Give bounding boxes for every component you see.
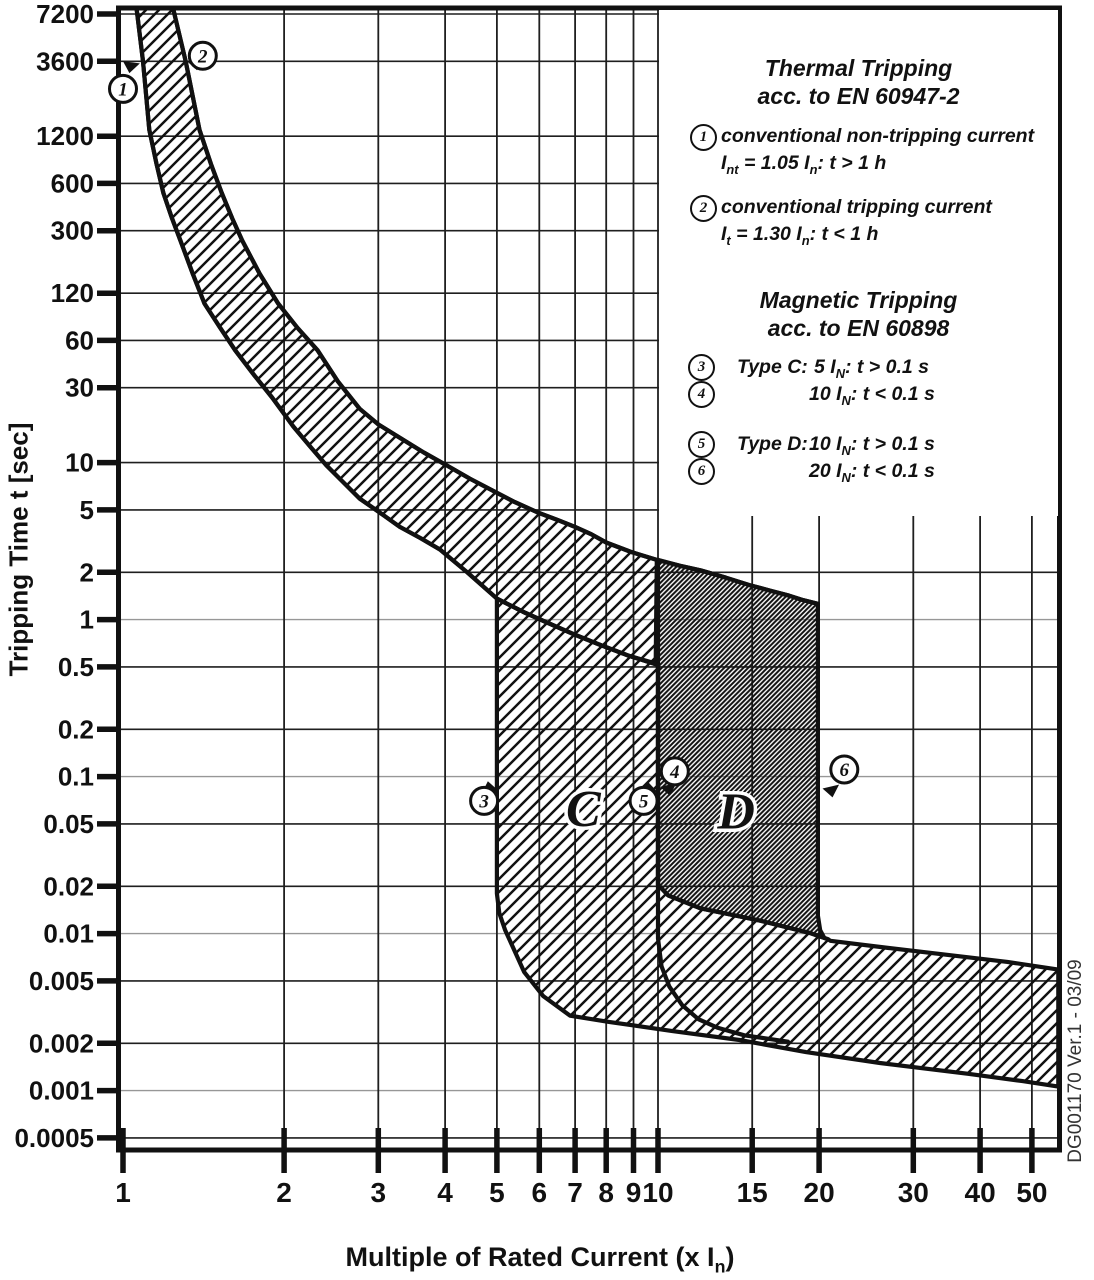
legend-thermal-title: Thermal Tripping <box>764 55 953 81</box>
legend-item-1-text: conventional non-tripping current <box>721 125 1035 147</box>
legend-marker-5-icon: 5 <box>688 431 715 458</box>
x-axis-title: Multiple of Rated Current (x In) <box>345 1242 735 1277</box>
legend-marker-6-icon: 6 <box>688 458 715 485</box>
x-tick-label: 10 <box>642 1177 673 1208</box>
legend-marker-2-icon: 2 <box>690 195 717 222</box>
marker-4-number: 4 <box>669 762 680 783</box>
y-tick-label: 5 <box>80 495 94 525</box>
legend-type-d-gt-formula: 10 IN: t > 0.1 s <box>809 433 935 458</box>
region-label-C: C <box>566 781 602 838</box>
y-tick-label: 0.2 <box>58 714 94 744</box>
legend-type-c-gt-formula: 5 IN: t > 0.1 s <box>814 356 929 381</box>
y-tick-label: 0.1 <box>58 762 94 792</box>
x-tick-label: 3 <box>371 1177 387 1208</box>
y-tick-label: 0.01 <box>43 919 94 949</box>
legend-marker-3-icon: 3 <box>688 354 715 381</box>
y-tick-label: 3600 <box>36 46 94 76</box>
marker-2: 2 <box>187 40 218 71</box>
y-tick-label: 1 <box>80 605 94 635</box>
marker-1: 1 <box>108 61 140 104</box>
y-tick-label: 1200 <box>36 121 94 151</box>
thermal_lower_boundary <box>134 5 658 667</box>
y-tick-label: 300 <box>51 216 94 246</box>
legend-magnetic-subtitle: acc. to EN 60898 <box>767 315 950 341</box>
marker-4: 4 <box>659 756 690 796</box>
legend-marker-4-icon: 4 <box>688 381 715 408</box>
type_c_inner_corner <box>655 662 791 1044</box>
marker-1-circle-icon <box>108 73 138 104</box>
y-axis-title: Tripping Time t [sec] <box>3 422 34 677</box>
y-tick-label: 0.05 <box>43 809 94 839</box>
legend-item-2-text: conventional tripping current <box>721 196 992 218</box>
y-tick-label: 30 <box>65 373 94 403</box>
y-tick-label: 0.5 <box>58 652 94 682</box>
x-tick-label: 50 <box>1016 1177 1047 1208</box>
marker-5-circle-icon <box>628 785 659 816</box>
x-tick-label: 20 <box>804 1177 835 1208</box>
region-label-D: D <box>716 783 755 840</box>
x-tick-label: 15 <box>737 1177 768 1208</box>
marker-6-arrow-icon <box>822 784 840 798</box>
plot-frame <box>116 5 1062 1153</box>
y-tick-label: 600 <box>51 168 94 198</box>
legend: Thermal Tripping acc. to EN 60947-2 1 co… <box>659 10 1058 516</box>
marker-6: 6 <box>822 754 860 798</box>
y-tick-label: 2 <box>80 557 94 587</box>
legend-thermal-subtitle: acc. to EN 60947-2 <box>757 83 960 109</box>
marker-2-circle-icon <box>187 40 218 71</box>
x-tick-label: 4 <box>437 1177 453 1208</box>
marker-1-arrow-icon <box>123 61 140 74</box>
y-tick-label: 120 <box>51 278 94 308</box>
marker-4-arrow-icon <box>659 783 677 796</box>
y-tick-label: 0.001 <box>29 1076 94 1106</box>
y-tick-label: 0.02 <box>43 871 94 901</box>
marker-6-circle-icon <box>829 754 860 785</box>
legend-type-d-lt-formula: 20 IN: t < 0.1 s <box>809 460 935 485</box>
marker-6-number: 6 <box>840 760 850 781</box>
y-tick-label: 0.002 <box>29 1028 94 1058</box>
marker-5: 5 <box>628 782 659 816</box>
marker-3-number: 3 <box>478 791 489 812</box>
marker-4-circle-icon <box>659 756 690 787</box>
marker-3: 3 <box>469 781 500 816</box>
marker-1-number: 1 <box>118 79 128 100</box>
x-tick-label: 2 <box>276 1177 292 1208</box>
y-tick-label: 0.005 <box>29 966 94 996</box>
x-tick-label: 7 <box>567 1177 583 1208</box>
hatched-regions <box>134 5 1061 1089</box>
legend-magnetic-title: Magnetic Tripping <box>759 287 958 313</box>
marker-3-circle-icon <box>469 785 500 816</box>
y-tick-label: 0.0005 <box>14 1123 94 1153</box>
document-version-caption: DG001170 Ver.1 - 03/09 <box>1065 959 1086 1163</box>
x-tick-label: 8 <box>598 1177 614 1208</box>
x-tick-label: 1 <box>115 1177 131 1208</box>
x-tick-label: 40 <box>965 1177 996 1208</box>
legend-item-1-formula: Int = 1.05 In: t > 1 h <box>721 152 887 177</box>
x-tick-label: 6 <box>532 1177 548 1208</box>
boundary-curves <box>134 5 820 1044</box>
y-tick-label: 10 <box>65 448 94 478</box>
tick-labels: 7200360012006003001206030105210.50.20.10… <box>14 0 1047 1208</box>
y-tick-label: 7200 <box>36 0 94 29</box>
x-tick-label: 5 <box>489 1177 505 1208</box>
y-tick-label: 60 <box>65 325 94 355</box>
legend-marker-1-icon: 1 <box>690 124 717 151</box>
legend-type-c-lt-formula: 10 IN: t < 0.1 s <box>809 383 935 408</box>
axes-frame-and-ticks <box>97 5 1062 1173</box>
thermal_upper_boundary <box>170 5 820 606</box>
legend-type-c-label: Type C: <box>737 356 808 378</box>
thermal_band <box>134 5 659 667</box>
marker-5-number: 5 <box>639 791 649 812</box>
x-tick-label: 9 <box>626 1177 642 1208</box>
legend-type-d-label: Type D: <box>737 433 808 455</box>
x-tick-label: 30 <box>898 1177 929 1208</box>
legend-item-2-formula: It = 1.30 In: t < 1 h <box>721 223 879 248</box>
type_d_region <box>655 557 831 942</box>
marker-2-number: 2 <box>197 46 208 67</box>
